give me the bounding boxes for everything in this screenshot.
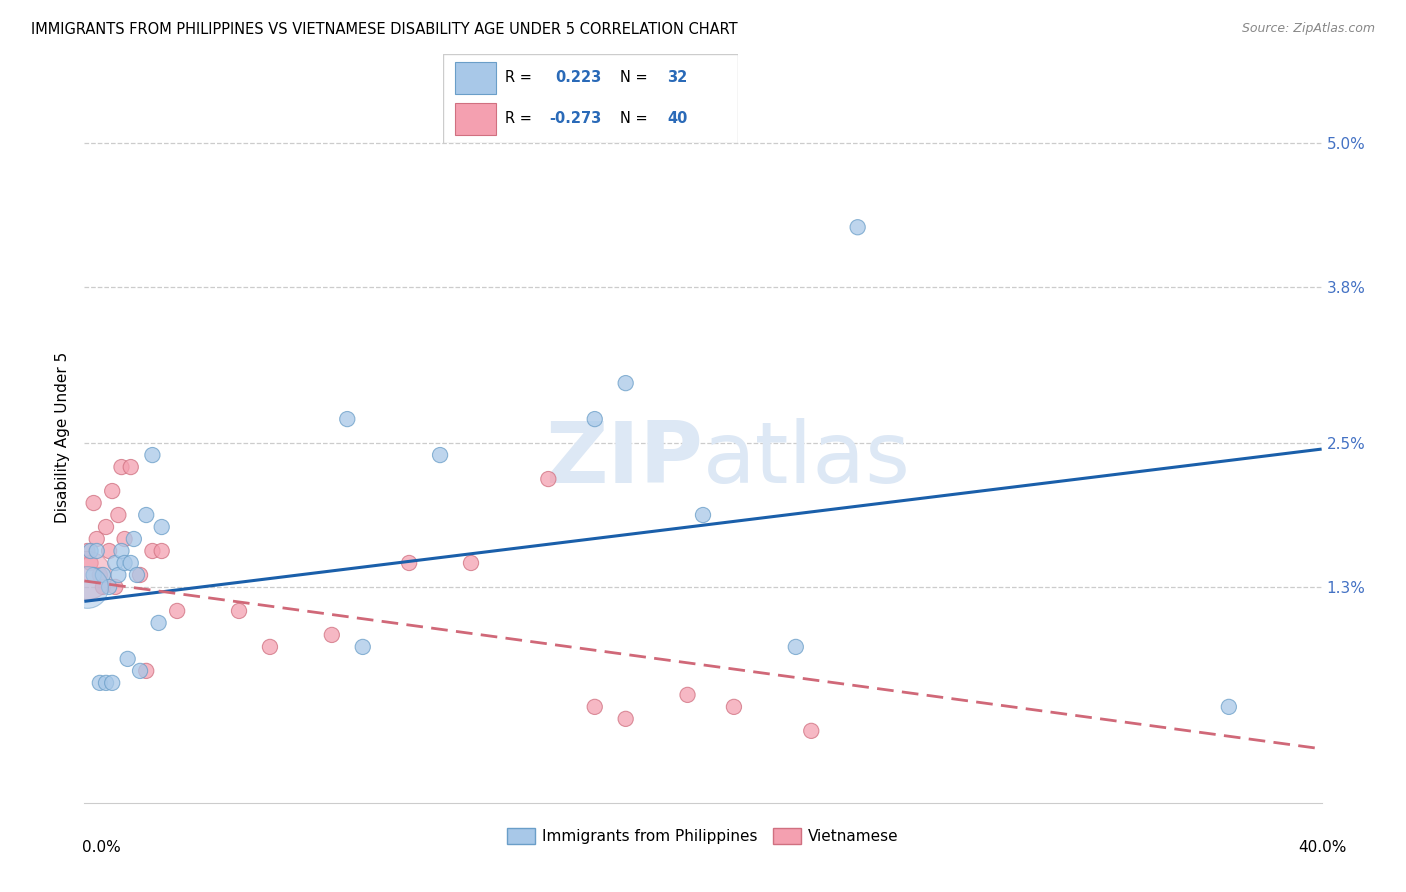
Point	[1218, 699, 1240, 714]
Text: 0.0%: 0.0%	[82, 840, 121, 855]
Text: R =: R =	[505, 70, 537, 85]
Text: 40: 40	[668, 112, 688, 126]
Point	[86, 544, 108, 558]
Y-axis label: Disability Age Under 5: Disability Age Under 5	[55, 351, 70, 523]
Point	[107, 508, 129, 522]
Point	[94, 676, 117, 690]
Point	[129, 664, 152, 678]
Point	[228, 604, 250, 618]
Point	[429, 448, 451, 462]
Text: 40.0%: 40.0%	[1299, 840, 1347, 855]
Point	[79, 556, 101, 570]
Point	[98, 544, 121, 558]
Point	[120, 556, 142, 570]
Point	[150, 544, 173, 558]
Text: R =: R =	[505, 112, 537, 126]
Point	[76, 544, 98, 558]
FancyBboxPatch shape	[443, 54, 738, 143]
Point	[148, 615, 170, 630]
Point	[107, 568, 129, 582]
Point	[122, 532, 145, 546]
Legend: Immigrants from Philippines, Vietnamese: Immigrants from Philippines, Vietnamese	[501, 822, 905, 850]
Point	[89, 568, 111, 582]
Point	[94, 520, 117, 534]
Text: N =: N =	[620, 112, 652, 126]
Point	[141, 448, 163, 462]
Point	[110, 460, 132, 475]
Point	[537, 472, 560, 486]
Point	[91, 580, 114, 594]
Point	[83, 568, 105, 582]
Text: 0.223: 0.223	[555, 70, 602, 85]
Point	[336, 412, 359, 426]
Bar	[454, 103, 496, 135]
Point	[114, 556, 136, 570]
Text: Source: ZipAtlas.com: Source: ZipAtlas.com	[1241, 22, 1375, 36]
Point	[460, 556, 482, 570]
Point	[129, 568, 152, 582]
Point	[79, 544, 101, 558]
Point	[91, 568, 114, 582]
Point	[114, 532, 136, 546]
Text: IMMIGRANTS FROM PHILIPPINES VS VIETNAMESE DISABILITY AGE UNDER 5 CORRELATION CHA: IMMIGRANTS FROM PHILIPPINES VS VIETNAMES…	[31, 22, 738, 37]
Text: ZIP: ZIP	[546, 417, 703, 500]
Point	[117, 652, 139, 666]
Text: 32: 32	[668, 70, 688, 85]
Text: -0.273: -0.273	[550, 112, 602, 126]
Point	[76, 580, 98, 594]
Point	[135, 508, 157, 522]
Point	[676, 688, 699, 702]
Point	[614, 376, 637, 391]
Point	[321, 628, 343, 642]
Point	[150, 520, 173, 534]
Point	[101, 483, 124, 498]
Point	[800, 723, 823, 738]
Bar	[454, 62, 496, 94]
Point	[583, 412, 606, 426]
Point	[101, 676, 124, 690]
Point	[104, 580, 127, 594]
Point	[89, 676, 111, 690]
Point	[166, 604, 188, 618]
Point	[141, 544, 163, 558]
Point	[98, 580, 121, 594]
Point	[86, 532, 108, 546]
Text: atlas: atlas	[703, 417, 911, 500]
Point	[692, 508, 714, 522]
Text: N =: N =	[620, 70, 652, 85]
Point	[614, 712, 637, 726]
Point	[723, 699, 745, 714]
Point	[125, 568, 148, 582]
Point	[398, 556, 420, 570]
Point	[785, 640, 807, 654]
Point	[259, 640, 281, 654]
Point	[76, 568, 98, 582]
Point	[846, 220, 869, 235]
Point	[120, 460, 142, 475]
Point	[110, 544, 132, 558]
Point	[583, 699, 606, 714]
Point	[135, 664, 157, 678]
Point	[104, 556, 127, 570]
Point	[352, 640, 374, 654]
Point	[83, 496, 105, 510]
